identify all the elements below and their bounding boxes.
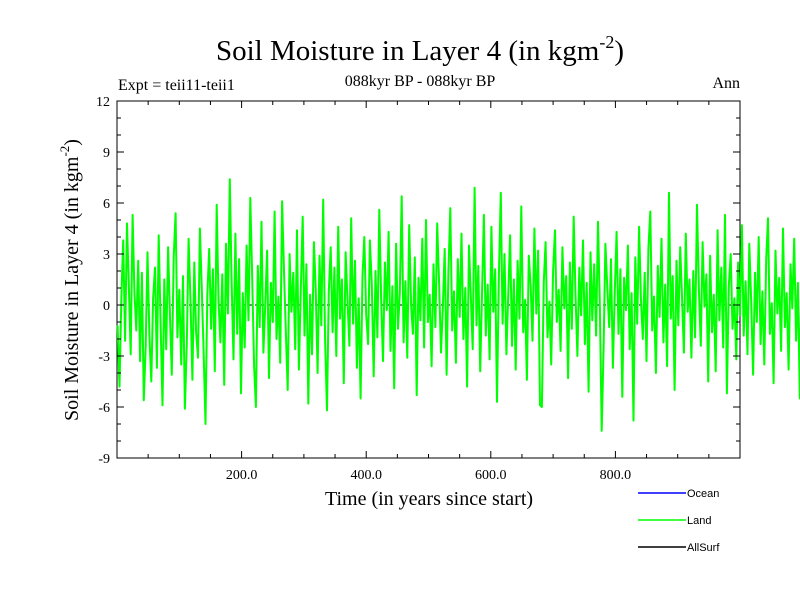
- y-tick-label: -3: [98, 350, 110, 365]
- legend-label-allsurf: AllSurf: [687, 542, 720, 554]
- chart-title: Soil Moisture in Layer 4 (in kgm-2): [216, 32, 624, 67]
- x-tick-label: 600.0: [475, 468, 507, 483]
- y-tick-label: 0: [103, 299, 110, 314]
- x-tick-label: 400.0: [350, 468, 382, 483]
- legend: Ocean Land AllSurf: [638, 488, 720, 554]
- series-line-land: [116, 178, 800, 432]
- y-axis-label-superscript: -2: [57, 146, 72, 157]
- y-axis-label: Soil Moisture in Layer 4 (in kgm-2): [57, 139, 83, 421]
- y-tick-label: 9: [103, 146, 110, 161]
- season-note: Ann: [712, 75, 740, 92]
- x-tick-label: 200.0: [226, 468, 258, 483]
- x-axis-label: Time (in years since start): [325, 488, 533, 510]
- y-tick-label: -6: [98, 401, 110, 416]
- experiment-note: Expt = teii11-teii1: [118, 77, 235, 94]
- legend-label-land: Land: [687, 515, 711, 527]
- x-axis: 200.0 400.0 600.0 800.0: [147, 101, 710, 483]
- y-tick-label: 6: [103, 197, 110, 212]
- series-group: [116, 178, 800, 432]
- y-axis: -9 -6 -3 0 3 6 9 12: [96, 95, 740, 467]
- chart-subtitle: 088kyr BP - 088kyr BP: [345, 73, 496, 90]
- chart-title-close: ): [614, 35, 624, 67]
- y-tick-label: 12: [96, 95, 110, 110]
- chart-title-superscript: -2: [599, 32, 614, 52]
- y-tick-label: 3: [103, 248, 110, 263]
- legend-label-ocean: Ocean: [687, 488, 719, 500]
- y-axis-label-main: Soil Moisture in Layer 4 (in kgm: [61, 156, 83, 421]
- y-axis-label-close: ): [61, 139, 83, 146]
- y-tick-label: -9: [98, 452, 110, 467]
- x-tick-label: 800.0: [600, 468, 632, 483]
- chart-title-main: Soil Moisture in Layer 4 (in kgm: [216, 35, 600, 67]
